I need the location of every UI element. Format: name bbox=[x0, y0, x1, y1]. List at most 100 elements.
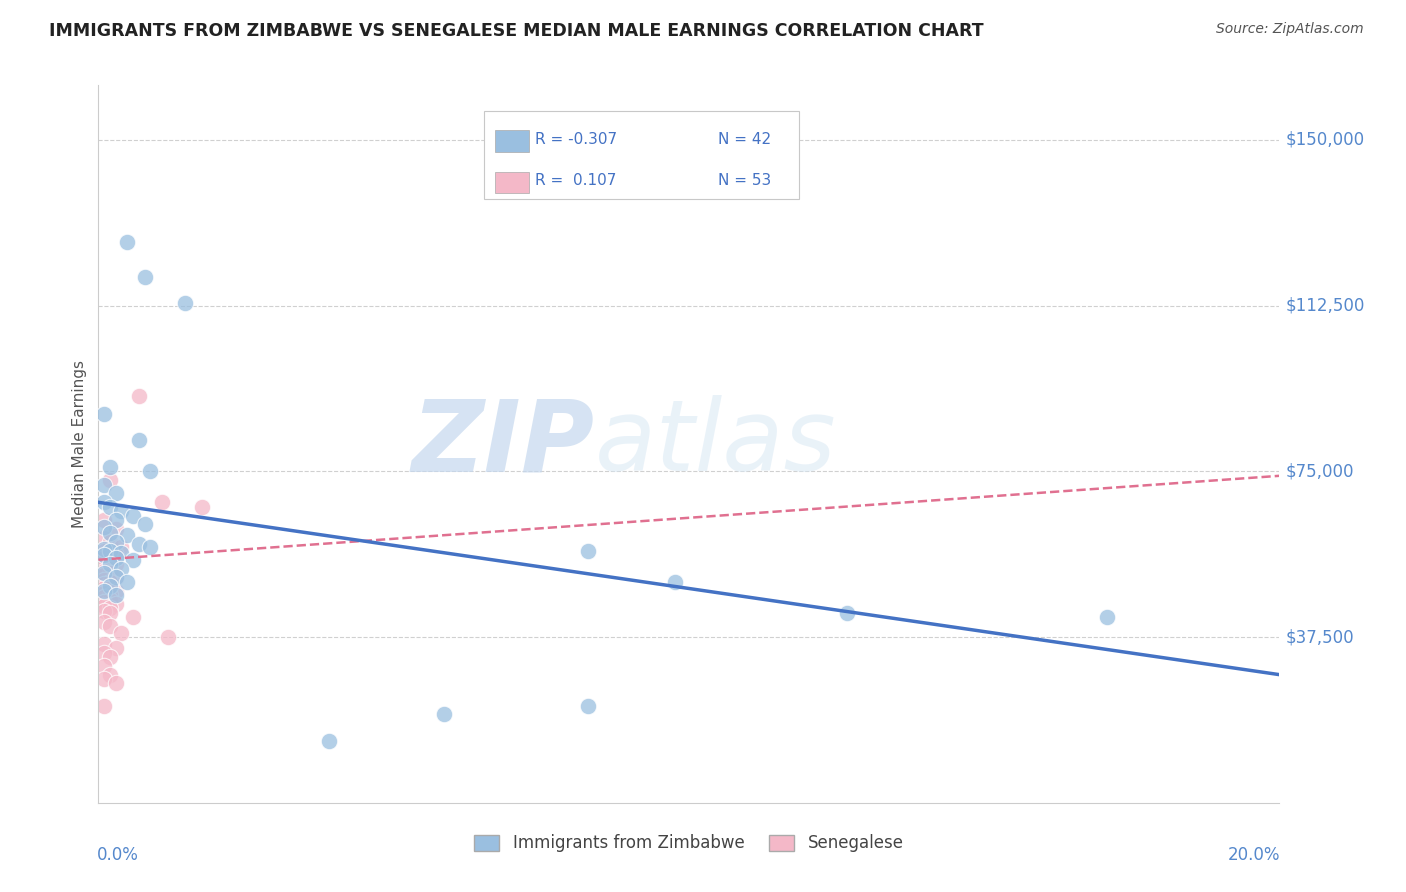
Point bbox=[93, 541, 115, 556]
Point bbox=[576, 544, 599, 558]
Point bbox=[122, 508, 145, 523]
Point bbox=[93, 544, 115, 558]
Point bbox=[104, 513, 127, 527]
Point bbox=[128, 434, 150, 448]
Point bbox=[104, 535, 127, 549]
Point bbox=[93, 604, 115, 618]
Text: N = 53: N = 53 bbox=[718, 173, 770, 188]
Point bbox=[93, 672, 115, 686]
Point bbox=[98, 588, 121, 602]
Point bbox=[110, 540, 132, 554]
Text: R = -0.307: R = -0.307 bbox=[534, 132, 617, 147]
Point bbox=[104, 549, 127, 563]
Text: R =  0.107: R = 0.107 bbox=[534, 173, 616, 188]
Point bbox=[98, 460, 121, 475]
Point bbox=[837, 606, 859, 620]
Point bbox=[104, 486, 127, 500]
Point bbox=[93, 615, 115, 629]
Text: N = 42: N = 42 bbox=[718, 132, 770, 147]
Point bbox=[191, 500, 214, 514]
Point bbox=[98, 601, 121, 615]
Text: $75,000: $75,000 bbox=[1285, 462, 1354, 481]
Point bbox=[98, 574, 121, 589]
Text: atlas: atlas bbox=[595, 395, 837, 492]
Legend: Immigrants from Zimbabwe, Senegalese: Immigrants from Zimbabwe, Senegalese bbox=[468, 828, 910, 859]
Point bbox=[98, 473, 121, 487]
Point bbox=[1095, 610, 1118, 624]
Point bbox=[93, 586, 115, 600]
Point bbox=[104, 588, 127, 602]
Point bbox=[98, 561, 121, 575]
Point bbox=[122, 553, 145, 567]
Point bbox=[115, 235, 138, 249]
Text: Source: ZipAtlas.com: Source: ZipAtlas.com bbox=[1216, 22, 1364, 37]
Point bbox=[98, 579, 121, 593]
Point bbox=[150, 495, 173, 509]
Point bbox=[433, 707, 456, 722]
Point bbox=[98, 579, 121, 593]
Point bbox=[104, 522, 127, 536]
Point bbox=[93, 582, 115, 596]
Point bbox=[93, 564, 115, 578]
Point bbox=[98, 566, 121, 580]
Point bbox=[93, 531, 115, 545]
Point bbox=[98, 544, 121, 558]
Point bbox=[576, 698, 599, 713]
Point bbox=[93, 577, 115, 591]
Point bbox=[98, 650, 121, 665]
Point bbox=[98, 535, 121, 549]
Text: $150,000: $150,000 bbox=[1285, 131, 1364, 149]
Text: $112,500: $112,500 bbox=[1285, 297, 1365, 315]
Point bbox=[104, 570, 127, 584]
Point bbox=[110, 504, 132, 518]
Point bbox=[134, 269, 156, 284]
Point bbox=[104, 583, 127, 598]
Point bbox=[122, 610, 145, 624]
Point bbox=[104, 570, 127, 584]
Point bbox=[93, 658, 115, 673]
Point bbox=[98, 553, 121, 567]
Point bbox=[98, 557, 121, 571]
Point bbox=[98, 500, 121, 514]
Point bbox=[93, 637, 115, 651]
Point bbox=[93, 573, 115, 587]
Point bbox=[93, 477, 115, 491]
Point bbox=[134, 517, 156, 532]
Point bbox=[93, 698, 115, 713]
Point bbox=[104, 676, 127, 690]
Point bbox=[139, 540, 162, 554]
Point bbox=[104, 550, 127, 565]
Text: IMMIGRANTS FROM ZIMBABWE VS SENEGALESE MEDIAN MALE EARNINGS CORRELATION CHART: IMMIGRANTS FROM ZIMBABWE VS SENEGALESE M… bbox=[49, 22, 984, 40]
Point bbox=[115, 528, 138, 542]
Point bbox=[104, 641, 127, 656]
Point bbox=[93, 555, 115, 569]
Point bbox=[98, 546, 121, 560]
Y-axis label: Median Male Earnings: Median Male Earnings bbox=[72, 359, 87, 528]
Point bbox=[110, 625, 132, 640]
Point bbox=[93, 495, 115, 509]
Point bbox=[93, 646, 115, 660]
Point bbox=[98, 606, 121, 620]
Text: 20.0%: 20.0% bbox=[1229, 846, 1281, 863]
Point bbox=[93, 513, 115, 527]
Point bbox=[104, 557, 127, 571]
Point bbox=[664, 574, 686, 589]
Point bbox=[139, 464, 162, 478]
Point bbox=[93, 599, 115, 614]
Point bbox=[173, 296, 195, 310]
Point bbox=[98, 592, 121, 607]
Point bbox=[318, 734, 340, 748]
Point bbox=[93, 583, 115, 598]
Text: $37,500: $37,500 bbox=[1285, 628, 1354, 646]
Point bbox=[93, 549, 115, 563]
Point bbox=[93, 407, 115, 421]
Point bbox=[93, 566, 115, 580]
Point bbox=[98, 619, 121, 633]
Point bbox=[93, 595, 115, 609]
Text: ZIP: ZIP bbox=[412, 395, 595, 492]
Point bbox=[98, 526, 121, 541]
Point bbox=[156, 630, 179, 644]
Point bbox=[93, 568, 115, 582]
Point bbox=[128, 389, 150, 403]
Point bbox=[93, 559, 115, 574]
